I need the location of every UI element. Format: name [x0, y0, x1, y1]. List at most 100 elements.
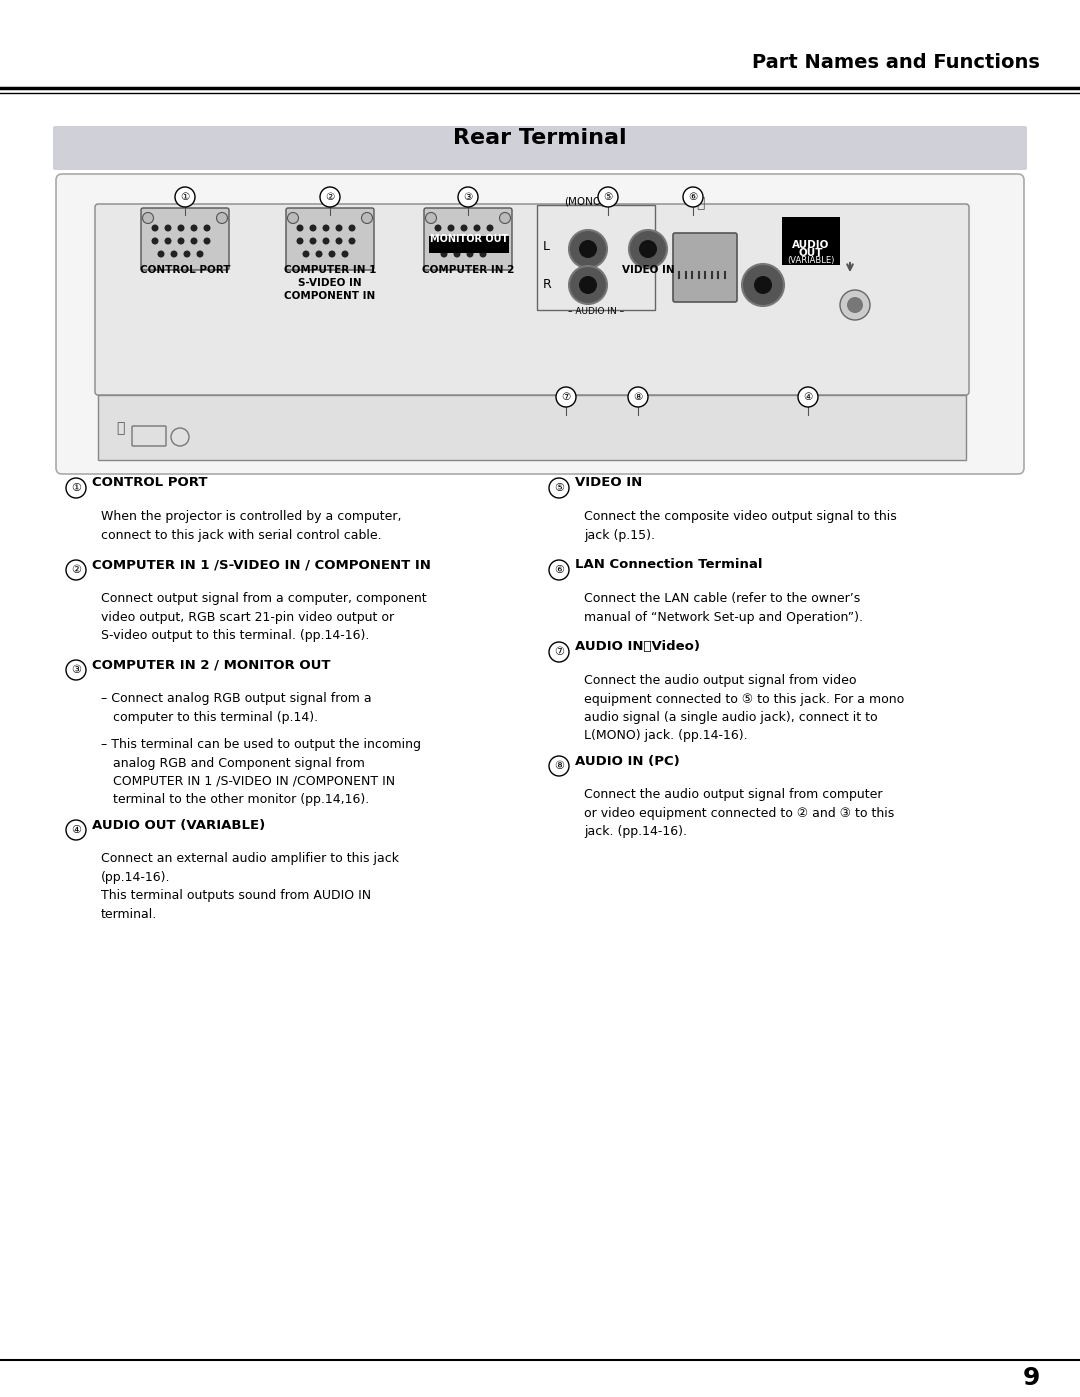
Text: ②: ② — [325, 191, 335, 203]
Text: VIDEO IN: VIDEO IN — [622, 265, 674, 275]
Circle shape — [216, 212, 228, 224]
Text: – AUDIO IN –: – AUDIO IN – — [568, 307, 624, 316]
Circle shape — [184, 250, 190, 257]
Circle shape — [175, 187, 195, 207]
Circle shape — [336, 225, 342, 232]
Text: ⑤: ⑤ — [554, 483, 564, 493]
Text: 品: 品 — [696, 196, 704, 210]
Circle shape — [164, 225, 172, 232]
Circle shape — [177, 237, 185, 244]
Circle shape — [556, 387, 576, 407]
Bar — [429, 236, 509, 253]
Circle shape — [569, 231, 607, 268]
Circle shape — [549, 756, 569, 775]
Text: – Connect analog RGB output signal from a
   computer to this terminal (p.14).: – Connect analog RGB output signal from … — [102, 692, 372, 724]
Circle shape — [460, 225, 468, 232]
Text: L: L — [543, 240, 550, 253]
Text: R: R — [543, 278, 552, 291]
Circle shape — [742, 264, 784, 306]
Text: COMPONENT IN: COMPONENT IN — [284, 291, 376, 300]
Text: When the projector is controlled by a computer,
connect to this jack with serial: When the projector is controlled by a co… — [102, 510, 402, 542]
Text: AUDIO IN (PC): AUDIO IN (PC) — [575, 754, 679, 767]
Circle shape — [473, 237, 481, 244]
FancyBboxPatch shape — [673, 233, 737, 302]
Text: VIDEO IN: VIDEO IN — [575, 476, 643, 489]
Circle shape — [297, 237, 303, 244]
Text: ③: ③ — [71, 665, 81, 675]
Text: ①: ① — [180, 191, 190, 203]
Text: 9: 9 — [1023, 1366, 1040, 1390]
Text: AUDIO OUT (VARIABLE): AUDIO OUT (VARIABLE) — [92, 819, 266, 831]
Circle shape — [302, 250, 310, 257]
Text: Part Names and Functions: Part Names and Functions — [752, 53, 1040, 73]
Circle shape — [349, 237, 355, 244]
Text: COMPUTER IN 2: COMPUTER IN 2 — [422, 265, 514, 275]
Text: AUDIO: AUDIO — [793, 240, 829, 250]
Circle shape — [441, 250, 447, 257]
Circle shape — [315, 250, 323, 257]
Circle shape — [569, 265, 607, 305]
Bar — [537, 205, 654, 310]
Text: – This terminal can be used to output the incoming
   analog RGB and Component s: – This terminal can be used to output th… — [102, 738, 421, 806]
Text: ⑧: ⑧ — [554, 761, 564, 771]
Circle shape — [499, 212, 511, 224]
Circle shape — [639, 240, 657, 258]
Circle shape — [458, 187, 478, 207]
Circle shape — [328, 250, 336, 257]
Text: Connect the composite video output signal to this
jack (p.15).: Connect the composite video output signa… — [584, 510, 896, 542]
Circle shape — [310, 237, 316, 244]
Circle shape — [336, 237, 342, 244]
Text: (MONO): (MONO) — [565, 197, 606, 207]
FancyBboxPatch shape — [53, 126, 1027, 170]
Circle shape — [598, 187, 618, 207]
Text: OUT: OUT — [799, 249, 823, 258]
Text: ③: ③ — [463, 191, 473, 203]
Circle shape — [197, 250, 203, 257]
Circle shape — [629, 231, 667, 268]
Text: Connect an external audio amplifier to this jack
(pp.14-16).
This terminal outpu: Connect an external audio amplifier to t… — [102, 852, 399, 921]
Circle shape — [847, 298, 863, 313]
Text: COMPUTER IN 2 / MONITOR OUT: COMPUTER IN 2 / MONITOR OUT — [92, 658, 330, 672]
Circle shape — [164, 237, 172, 244]
Text: ⑥: ⑥ — [554, 564, 564, 576]
Circle shape — [579, 240, 597, 258]
Text: ④: ④ — [71, 826, 81, 835]
Circle shape — [460, 237, 468, 244]
Text: S-VIDEO IN: S-VIDEO IN — [298, 278, 362, 288]
Circle shape — [203, 225, 211, 232]
Circle shape — [447, 225, 455, 232]
Circle shape — [158, 250, 164, 257]
Text: MONITOR OUT: MONITOR OUT — [430, 235, 508, 244]
Circle shape — [549, 560, 569, 580]
Circle shape — [798, 387, 818, 407]
Text: 🔒: 🔒 — [116, 420, 124, 434]
Circle shape — [171, 250, 177, 257]
Circle shape — [426, 212, 436, 224]
FancyBboxPatch shape — [56, 175, 1024, 474]
Circle shape — [151, 225, 159, 232]
Text: ⑥: ⑥ — [688, 191, 698, 203]
Text: Connect the LAN cable (refer to the owner’s
manual of “Network Set-up and Operat: Connect the LAN cable (refer to the owne… — [584, 592, 863, 623]
Text: ②: ② — [71, 564, 81, 576]
Text: ④: ④ — [804, 393, 812, 402]
Circle shape — [579, 277, 597, 293]
Circle shape — [320, 187, 340, 207]
Text: ⑦: ⑦ — [562, 393, 570, 402]
Text: Connect output signal from a computer, component
video output, RGB scart 21-pin : Connect output signal from a computer, c… — [102, 592, 427, 643]
Circle shape — [323, 225, 329, 232]
Circle shape — [683, 187, 703, 207]
Bar — [98, 395, 966, 460]
Circle shape — [287, 212, 298, 224]
Circle shape — [66, 820, 86, 840]
Text: ⑧: ⑧ — [633, 393, 643, 402]
Text: AUDIO IN（Video): AUDIO IN（Video) — [575, 640, 700, 654]
Text: ⑤: ⑤ — [604, 191, 612, 203]
FancyBboxPatch shape — [424, 208, 512, 270]
FancyBboxPatch shape — [286, 208, 374, 270]
Circle shape — [143, 212, 153, 224]
Circle shape — [473, 225, 481, 232]
Circle shape — [549, 478, 569, 497]
Circle shape — [467, 250, 473, 257]
Text: Rear Terminal: Rear Terminal — [454, 129, 626, 148]
Circle shape — [341, 250, 349, 257]
